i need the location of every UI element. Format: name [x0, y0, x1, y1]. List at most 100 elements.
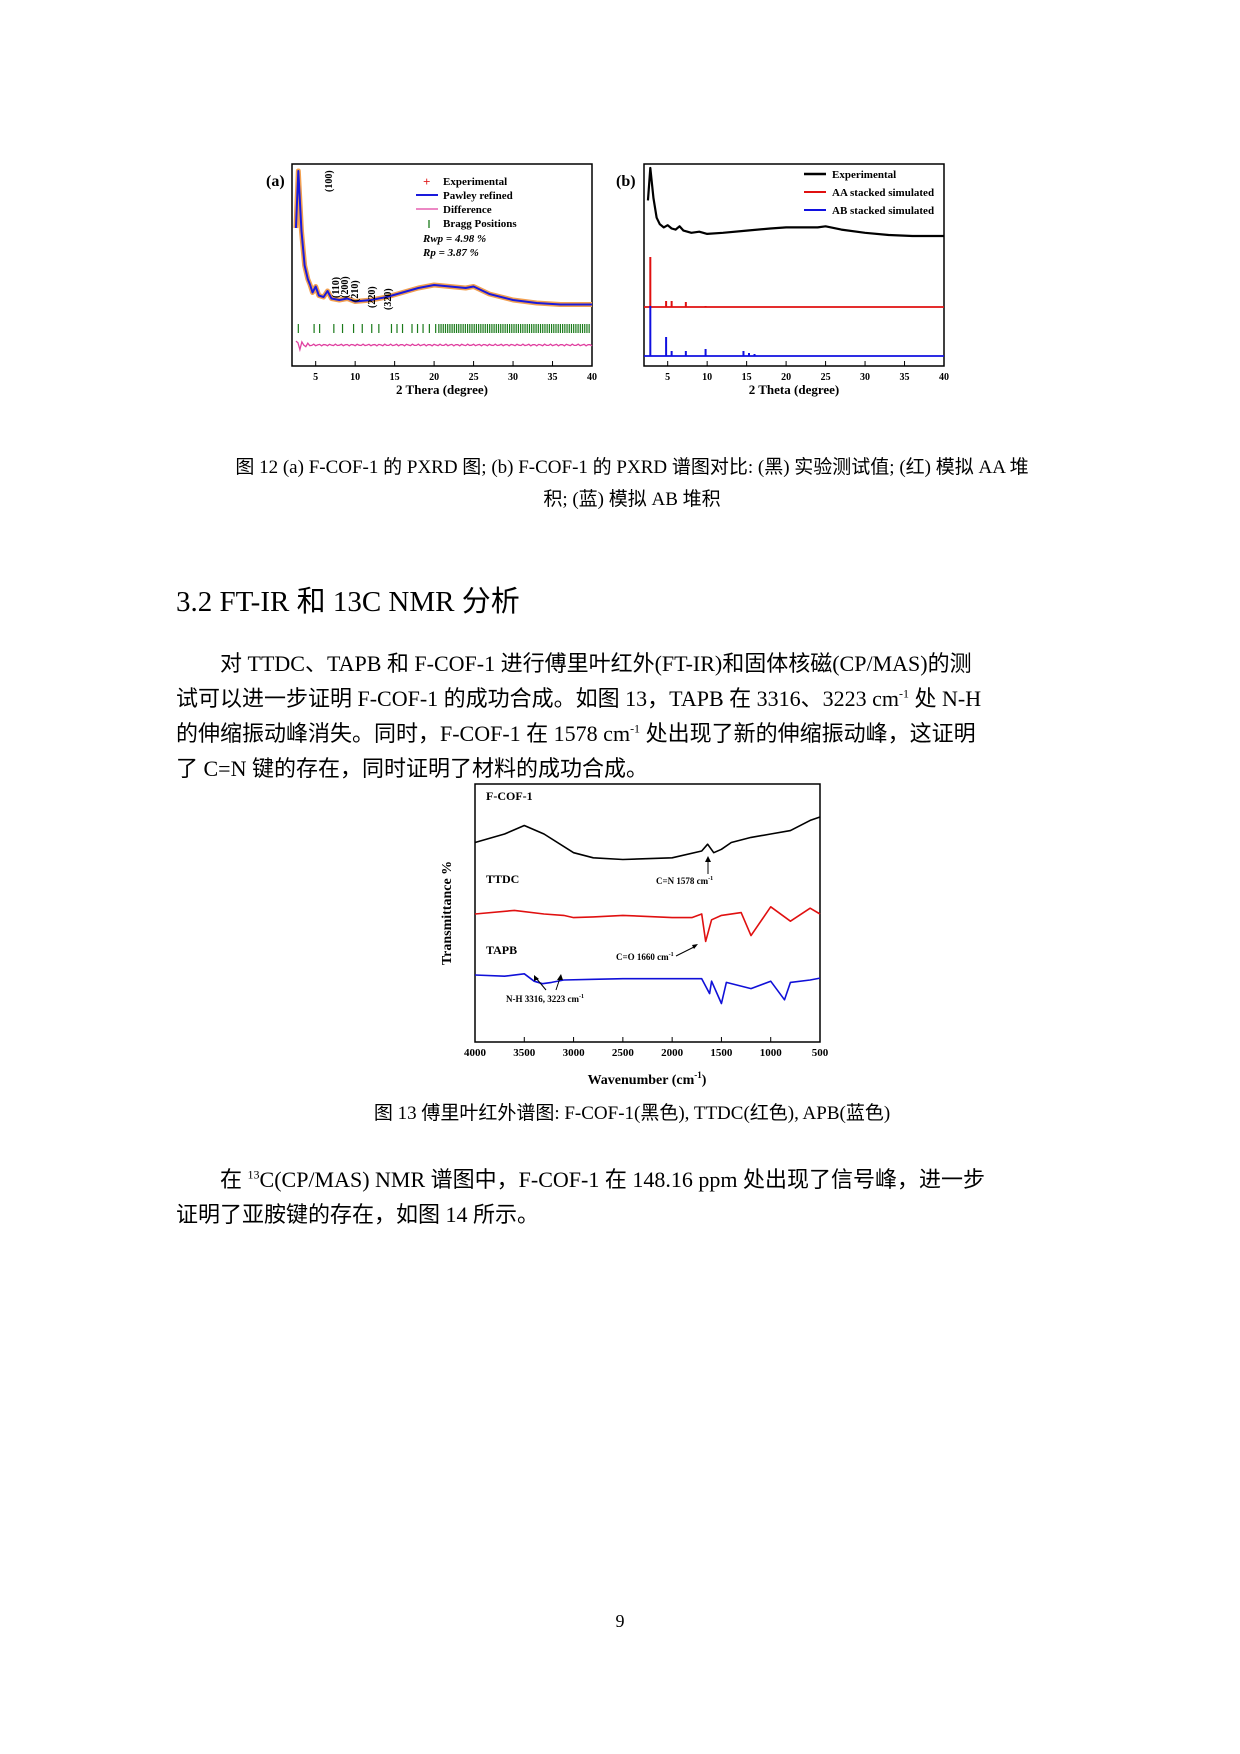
legend-b-experimental: Experimental: [832, 169, 896, 181]
x-tick-label: 30: [860, 372, 870, 383]
x-tick-label: 4000: [464, 1047, 487, 1059]
paragraph-1-line3: 的伸缩振动峰消失。同时，F-COF-1 在 1578 cm-1 处出现了新的伸缩…: [176, 716, 1088, 751]
paragraph-1-line2: 试可以进一步证明 F-COF-1 的成功合成。如图 13，TAPB 在 3316…: [176, 681, 1088, 716]
x-tick-label: 5: [313, 372, 318, 383]
figure-12-caption-line1: 图 12 (a) F-COF-1 的 PXRD 图; (b) F-COF-1 的…: [235, 457, 1029, 478]
x-tick-label: 30: [508, 372, 518, 383]
panel-b-experimental-curve: [646, 166, 944, 238]
legend-pawley: Pawley refined: [443, 190, 513, 202]
x-tick-label: 3500: [513, 1047, 536, 1059]
legend-b-aa: AA stacked simulated: [832, 187, 934, 199]
panel-a-xlabel: 2 Thera (degree): [396, 382, 488, 397]
figure-12: (a) (100) (110) (200) (210) (220) (320) …: [266, 163, 949, 397]
paragraph-1-line2b: 处 N-H: [909, 686, 982, 711]
figure-12-caption: 图 12 (a) F-COF-1 的 PXRD 图; (b) F-COF-1 的…: [176, 452, 1088, 516]
x-tick-label: 35: [548, 372, 558, 383]
paragraph-1-line3b: 处出现了新的伸缩振动峰，这证明: [640, 721, 976, 746]
paragraph-1-line4: 了 C=N 键的存在，同时证明了材料的成功合成。: [176, 756, 648, 781]
ftir-ylabel: Transmittance %: [440, 861, 455, 965]
legend-experimental: Experimental: [443, 176, 507, 188]
rp-label: Rp = 3.87 %: [422, 247, 479, 259]
x-tick-label: 20: [429, 372, 439, 383]
paragraph-1-line3a: 的伸缩振动峰消失。同时，F-COF-1 在 1578 cm: [176, 721, 631, 746]
panel-a-pawley-curve: [294, 170, 592, 306]
ftir-fcof-trace: [474, 816, 821, 861]
ftir-xlabel: Wavenumber (cm-1): [588, 1070, 707, 1088]
paragraph-2-sup: 13: [247, 1167, 260, 1182]
ftir-tapb-trace: [474, 973, 821, 1005]
x-tick-label: 5: [665, 372, 670, 383]
figure-13-caption: 图 13 傅里叶红外谱图: F-COF-1(黑色), TTDC(红色), APB…: [373, 1103, 891, 1124]
x-tick-label: 1000: [760, 1047, 783, 1059]
paragraph-2-line2: 证明了亚胺键的存在，如图 14 所示。: [176, 1202, 540, 1227]
legend-b-ab: AB stacked simulated: [832, 205, 934, 217]
ftir-frame: [474, 783, 821, 1043]
co-arrowhead: [692, 944, 698, 949]
ftir-ttdc-trace: [474, 906, 821, 943]
legend-difference: Difference: [443, 204, 492, 216]
x-tick-label: 15: [390, 372, 400, 383]
paragraph-1-line2-sup: -1: [899, 686, 910, 701]
rwp-label: Rwp = 4.98 %: [422, 233, 486, 245]
ftir-label-ttdc: TTDC: [486, 872, 519, 886]
figure-12-caption-line2: 积; (蓝) 模拟 AB 堆积: [543, 489, 721, 510]
panel-a-difference-curve: [295, 340, 593, 353]
paragraph-1-line3-sup: -1: [630, 721, 641, 736]
panel-b-legend: Experimental AA stacked simulated AB sta…: [804, 169, 934, 217]
panel-b-xlabel: 2 Theta (degree): [749, 382, 840, 397]
x-tick-label: 25: [469, 372, 479, 383]
page-number: 9: [615, 1611, 625, 1631]
x-tick-label: 20: [781, 372, 791, 383]
x-tick-label: 25: [821, 372, 831, 383]
x-tick-label: 500: [812, 1047, 829, 1059]
cn-annotation: C=N 1578 cm-1: [656, 876, 713, 886]
figure-12-panel-a: (a) (100) (110) (200) (210) (220) (320) …: [266, 163, 597, 397]
legend-plus-marker: +: [423, 174, 430, 189]
nh-arrowhead-2: [557, 974, 563, 980]
x-tick-label: 40: [939, 372, 949, 383]
paragraph-1-line1: 对 TTDC、TAPB 和 F-COF-1 进行傅里叶红外(FT-IR)和固体核…: [220, 651, 972, 676]
panel-a-legend: + Experimental Pawley refined Difference…: [416, 174, 517, 259]
panel-a-label: (a): [266, 173, 285, 190]
co-annotation: C=O 1660 cm-1: [616, 952, 674, 962]
section-heading: 3.2 FT-IR 和 13C NMR 分析: [176, 586, 520, 618]
peak-label-110: (110): [331, 277, 342, 298]
x-tick-label: 2500: [612, 1047, 635, 1059]
panel-b-label: (b): [616, 173, 636, 190]
peak-label-210: (210): [350, 280, 361, 302]
peak-label-320: (320): [383, 288, 394, 310]
cn-arrowhead: [705, 856, 711, 862]
panel-a-frame: [291, 163, 593, 367]
paragraph-1: 对 TTDC、TAPB 和 F-COF-1 进行傅里叶红外(FT-IR)和固体核…: [176, 646, 1088, 786]
ftir-label-tapb: TAPB: [486, 943, 517, 957]
x-tick-label: 40: [587, 372, 597, 383]
paragraph-2-line1: 在 13C(CP/MAS) NMR 谱图中，F-COF-1 在 148.16 p…: [176, 1162, 1088, 1197]
figure-13: F-COF-1 TTDC TAPB C=N 1578 cm-1 C=O 1660…: [440, 783, 829, 1088]
ftir-x-ticks: 4000 3500 3000 2500 2000 1500 1000 500: [464, 1037, 829, 1059]
paragraph-2-post: C(CP/MAS) NMR 谱图中，F-COF-1 在 148.16 ppm 处…: [259, 1167, 985, 1192]
co-arrow: [675, 945, 697, 957]
peak-label-220: (220): [367, 286, 378, 308]
nh-arrow-1: [535, 977, 547, 991]
paragraph-2: 在 13C(CP/MAS) NMR 谱图中，F-COF-1 在 148.16 p…: [176, 1162, 1088, 1232]
figure-12-panel-b: (b) Experimental AA stacked simulated AB…: [616, 163, 949, 397]
nh-arrowhead-1: [534, 975, 539, 981]
panel-a-x-ticks: 5 10 15 20 25 30 35 40: [313, 361, 597, 383]
ftir-label-fcof: F-COF-1: [486, 789, 533, 803]
paragraph-2-pre: 在: [220, 1167, 248, 1192]
x-tick-label: 15: [742, 372, 752, 383]
legend-bragg: Bragg Positions: [443, 218, 517, 230]
x-tick-label: 2000: [661, 1047, 684, 1059]
x-tick-label: 3000: [563, 1047, 586, 1059]
panel-b-ab-sticks: [644, 306, 944, 357]
x-tick-label: 10: [702, 372, 712, 383]
x-tick-label: 35: [900, 372, 910, 383]
panel-b-frame: [643, 163, 945, 367]
paragraph-1-line2a: 试可以进一步证明 F-COF-1 的成功合成。如图 13，TAPB 在 3316…: [176, 686, 900, 711]
nh-annotation: N-H 3316, 3223 cm-1: [506, 994, 584, 1004]
panel-b-x-ticks: 5 10 15 20 25 30 35 40: [665, 361, 949, 383]
x-tick-label: 10: [350, 372, 360, 383]
x-tick-label: 1500: [710, 1047, 733, 1059]
panel-b-aa-sticks: [644, 257, 944, 308]
peak-label-100: (100): [324, 170, 335, 192]
